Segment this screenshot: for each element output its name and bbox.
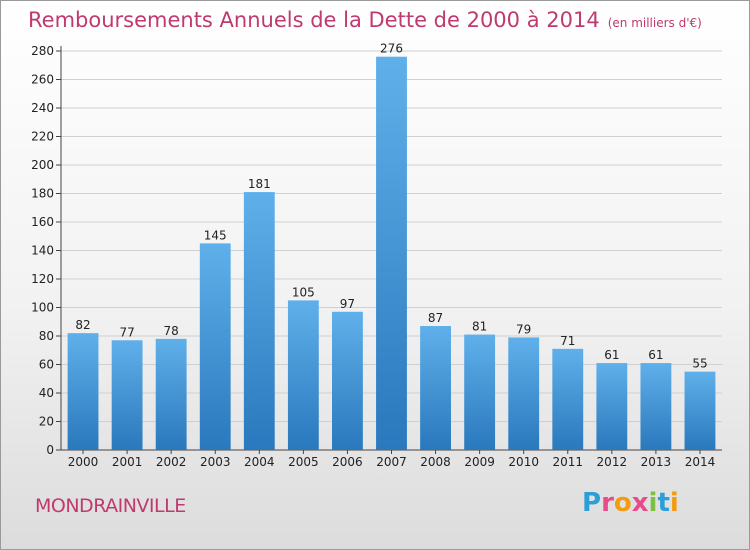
bar [684,371,716,450]
y-tick-label: 160 [31,215,54,229]
x-tick-label: 2009 [464,455,495,469]
bar [464,334,496,450]
data-label: 79 [516,322,531,336]
bar [155,338,187,450]
data-label: 87 [428,311,443,325]
logo-letter: o [613,488,632,518]
y-tick-label: 120 [31,272,54,286]
x-tick-label: 2002 [156,455,187,469]
data-label: 97 [340,297,355,311]
data-label: 145 [204,228,227,242]
x-tick-label: 2013 [641,455,672,469]
town-name: MONDRAINVILLE [35,495,186,517]
y-tick-label: 20 [39,415,54,429]
y-tick-label: 100 [31,301,54,315]
data-label: 276 [380,42,403,56]
y-tick-label: 180 [31,187,54,201]
data-label: 78 [164,324,179,338]
x-tick-label: 2004 [244,455,275,469]
y-tick-label: 80 [39,329,54,343]
y-tick-label: 140 [31,244,54,258]
x-tick-label: 2011 [552,455,583,469]
data-label: 181 [248,177,271,191]
bars: 82 77 78 145 181 105 97 276 87 81 79 71 61 61 55 [67,42,716,450]
y-tick-label: 220 [31,130,54,144]
y-tick-label: 0 [46,443,54,457]
data-label: 77 [119,325,134,339]
x-tick-label: 2010 [508,455,539,469]
bar [199,243,231,450]
logo-letter: i [669,488,679,518]
y-tick-label: 260 [31,73,54,87]
data-label: 81 [472,320,487,334]
bar [287,300,319,450]
bar [508,337,540,450]
data-label: 55 [692,357,707,371]
y-tick-label: 280 [31,44,54,58]
bar [596,363,628,450]
logo-letter: i [648,488,658,518]
data-label: 105 [292,285,315,299]
bar [420,326,451,450]
chart-title: Remboursements Annuels de la Dette de 20… [28,8,702,32]
logo-letter: P [582,488,602,518]
x-tick-label: 2014 [685,455,716,469]
data-label: 61 [648,348,663,362]
bar [243,192,275,450]
bar [640,363,672,450]
bar [552,348,584,450]
x-tick-label: 2012 [597,455,628,469]
bar [332,311,363,450]
bar [67,333,99,450]
y-tick-label: 240 [31,101,54,115]
x-tick-label: 2001 [112,455,143,469]
logo-letter: x [631,488,649,518]
proxiti-logo: Proxiti [582,488,679,518]
x-tick-label: 2003 [200,455,231,469]
y-tick-label: 60 [39,358,54,372]
logo-letter: r [601,488,614,518]
x-tick-label: 2008 [420,455,451,469]
data-label: 71 [560,334,575,348]
bar [376,56,407,450]
chart-unit: (en milliers d'€) [607,16,702,30]
y-tick-label: 200 [31,158,54,172]
chart-title-text: Remboursements Annuels de la Dette de 20… [28,8,600,32]
bar [111,340,143,450]
x-tick-label: 2000 [68,455,99,469]
logo-letter: t [657,488,670,518]
y-tick-label: 40 [39,386,54,400]
x-tick-label: 2006 [332,455,363,469]
x-tick-label: 2007 [376,455,407,469]
data-label: 82 [75,318,90,332]
data-label: 61 [604,348,619,362]
x-tick-label: 2005 [288,455,319,469]
